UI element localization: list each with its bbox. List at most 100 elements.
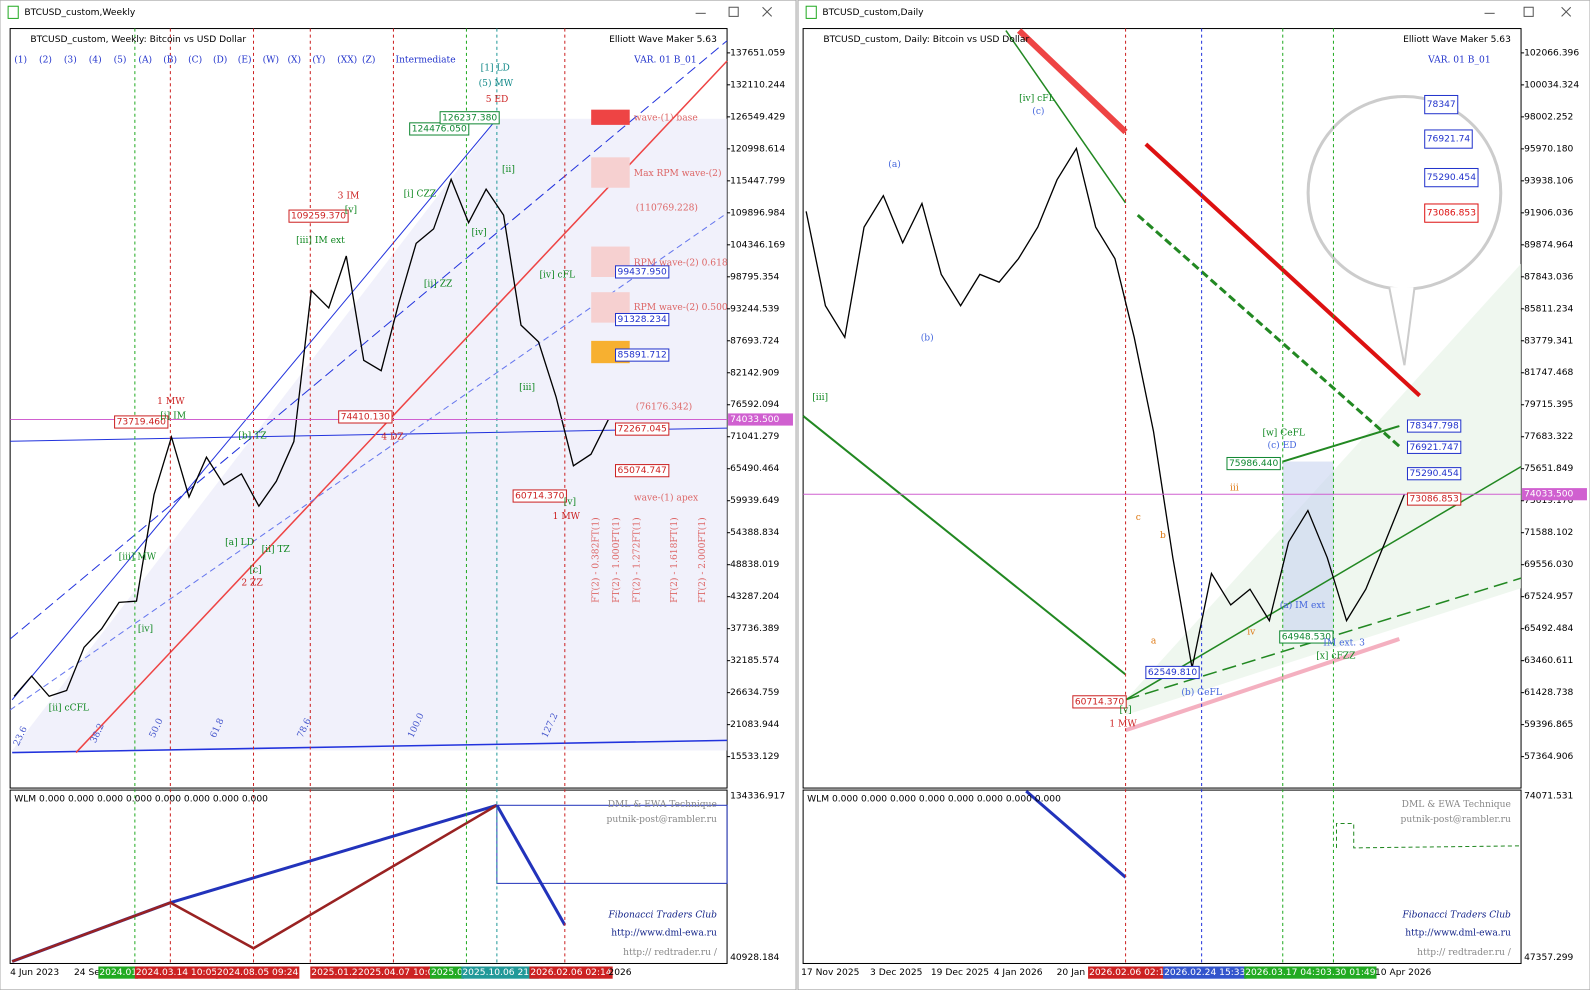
degree-button[interactable]: (X): [287, 54, 301, 65]
indicator-axis-label: 74071.531: [1524, 792, 1573, 802]
footer-text: http://www.dml-ewa.ru: [611, 929, 717, 939]
indicator-axis-label: 47357.299: [1524, 953, 1573, 963]
y-tick-label: 69556.030: [1524, 560, 1573, 570]
price-label-box: [615, 422, 670, 436]
degree-button[interactable]: (B): [163, 54, 177, 65]
wave-label: [v]: [1119, 705, 1131, 715]
y-tick-label: 15533.129: [730, 752, 779, 762]
wave-label: RPM wave-(2) 0.618: [634, 257, 728, 268]
wave-label: c: [1136, 513, 1141, 523]
y-tick-label: 77683.322: [1524, 432, 1573, 442]
date-label-box: [1163, 966, 1247, 979]
price-label: 65074.747: [618, 466, 667, 476]
price-label-box: [1072, 695, 1127, 709]
date-label: 2025.01.2: [311, 968, 357, 978]
degree-button[interactable]: (2): [39, 54, 52, 65]
price-label: 78347: [1427, 100, 1456, 110]
degree-button[interactable]: (W): [263, 54, 279, 65]
degree-button[interactable]: (XX): [337, 54, 357, 65]
wave-label: IM ext. 3: [1323, 639, 1365, 649]
wave-label: [ii] TZ: [262, 545, 290, 555]
price-line: [805, 146, 1406, 669]
price-label-box: [288, 209, 349, 223]
degree-button[interactable]: (C): [188, 54, 202, 65]
indicator-label: WLM 0.000 0.000 0.000 0.000 0.000 0.000 …: [807, 795, 1061, 805]
degree-button[interactable]: (E): [238, 54, 252, 65]
y-tick-label: 89874.964: [1524, 240, 1573, 250]
y-tick-label: 65490.464: [730, 464, 779, 474]
footer-text: putnik-post@rambler.ru: [607, 815, 717, 825]
wave-label: (110769.228): [636, 203, 698, 214]
wave-label: [ii] cCFL: [49, 703, 89, 713]
wave-label: 1 MW: [1109, 720, 1137, 730]
degree-button[interactable]: (A): [138, 54, 152, 65]
degree-button[interactable]: (1): [14, 54, 27, 65]
y-tick-label: 48838.019: [730, 560, 779, 570]
degree-name: Intermediate: [395, 55, 455, 65]
footer-text: Fibonacci Traders Club: [607, 910, 717, 920]
y-tick-label: 79715.395: [1524, 400, 1573, 410]
date-label: 17 Nov 2025: [801, 968, 859, 978]
degree-button[interactable]: (Y): [312, 54, 325, 65]
y-tick-label: 43287.204: [730, 592, 779, 602]
price-label-box: [1406, 492, 1462, 506]
current-price-box: [728, 413, 793, 426]
degree-button[interactable]: (D): [213, 54, 227, 65]
date-label-box: [134, 966, 219, 979]
wave-label: FT(2) - 1.272FT(1): [631, 517, 642, 603]
degree-button[interactable]: (5): [114, 54, 127, 65]
variant: VAR. 01 B_01: [1427, 55, 1491, 65]
y-tick-label: 67524.957: [1524, 592, 1573, 602]
y-tick-label: 37736.389: [730, 624, 779, 634]
wave-label: [iv]: [472, 228, 487, 238]
date-label-box: [310, 966, 359, 979]
price-label-box: [1145, 665, 1200, 680]
window-controls[interactable]: [695, 6, 1572, 17]
price-label: 60714.370: [1075, 697, 1124, 707]
wave-label: [1] LD: [481, 64, 510, 74]
current-price-label: 74033.500: [730, 415, 779, 425]
date-label: 2025.10.06 21:5: [462, 968, 538, 978]
y-tick-label: 61428.738: [1524, 688, 1573, 698]
price-label-box: [114, 415, 169, 429]
y-tick-label: 93244.539: [730, 304, 779, 314]
wave-label: [iii] IM ext: [296, 236, 345, 246]
date-label-box: [461, 966, 539, 979]
footer-text: putnik-post@rambler.ru: [1401, 815, 1511, 825]
wave-label: [x] cFZZ: [1316, 652, 1355, 662]
y-tick-label: 98002.252: [1524, 112, 1573, 122]
date-label: 2025.04.07 10:04: [358, 968, 440, 978]
price-label-box: [1406, 467, 1462, 481]
y-tick-label: 104346.169: [730, 240, 785, 250]
degree-button[interactable]: (Z): [362, 54, 375, 65]
date-label: 2024.01: [99, 968, 137, 978]
y-tick-label: 85811.234: [1524, 304, 1573, 314]
plugin-name: Elliott Wave Maker 5.63: [1403, 35, 1511, 45]
degree-button[interactable]: (3): [64, 54, 77, 65]
wave-label: 1 MW: [157, 397, 185, 407]
price-label: 74410.130: [341, 412, 390, 422]
current-price-box: [1522, 488, 1587, 501]
y-tick-label: 98795.354: [730, 272, 779, 282]
price-label-box: [615, 464, 670, 478]
window-title: BTCUSD_custom,Weekly: [24, 8, 136, 18]
degree-button[interactable]: (4): [89, 54, 102, 65]
price-label-box: [512, 489, 567, 503]
price-label: 76921.747: [1410, 443, 1459, 453]
date-label: 2026.02.06 02:14: [530, 968, 612, 978]
date-label-box: [529, 966, 613, 979]
date-label-box: [1088, 966, 1172, 979]
wave-label: Max RPM wave-(2): [634, 168, 722, 179]
y-tick-label: 91906.036: [1524, 208, 1573, 218]
date-label-box: [98, 966, 139, 979]
y-tick-label: 26634.759: [730, 688, 779, 698]
price-label: 73086.853: [1410, 495, 1459, 505]
date-label: 10 Apr 2026: [1375, 968, 1432, 978]
y-tick-label: 63460.611: [1524, 656, 1573, 666]
price-label-box: [439, 111, 500, 125]
wave-label: [iv]: [138, 624, 153, 634]
price-label-box: [1226, 456, 1281, 471]
indicator-axis-label: 40928.184: [730, 953, 779, 963]
wave-label: [ii] ZZ: [424, 280, 452, 290]
